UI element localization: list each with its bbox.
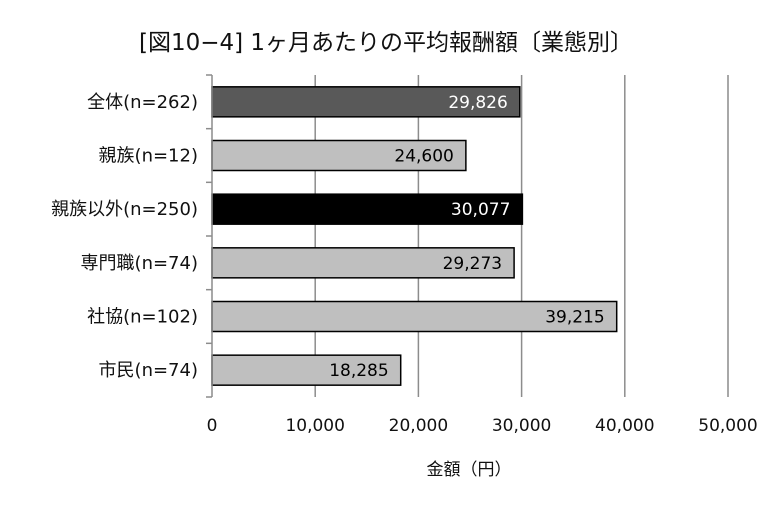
- chart-title: [図10−4] 1ヶ月あたりの平均報酬額〔業態別〕: [139, 30, 633, 56]
- category-label: 専門職(n=74): [81, 253, 198, 274]
- category-label: 親族以外(n=250): [51, 199, 198, 220]
- x-tick-label: 10,000: [285, 416, 344, 436]
- bar: [211, 86, 521, 118]
- bar: [211, 354, 402, 386]
- x-tick-label: 20,000: [389, 416, 448, 436]
- category-label: 市民(n=74): [99, 360, 198, 381]
- bar: [211, 300, 618, 333]
- category-labels: 全体(n=262) 親族(n=12) 親族以外(n=250) 専門職(n=74) 社協(…: [51, 92, 198, 381]
- data-label: 24,600: [394, 147, 453, 167]
- x-tick-label: 50,000: [698, 416, 757, 436]
- x-tick-labels: 0 10,000 20,000 30,000 40,000 50,000: [207, 416, 758, 436]
- data-label: 30,077: [451, 200, 510, 220]
- category-label: 社協(n=102): [87, 307, 198, 328]
- data-label: 29,826: [448, 93, 507, 113]
- data-label: 29,273: [443, 254, 502, 274]
- data-label: 39,215: [545, 308, 604, 328]
- bars-group: 29,826 24,600 30,077 29,273 39,215 18,285: [211, 86, 618, 386]
- bar: [211, 247, 515, 279]
- x-axis-title: 金額（円）: [427, 460, 512, 480]
- bar: [211, 139, 467, 172]
- x-tick-label: 30,000: [492, 416, 551, 436]
- data-label: 18,285: [329, 361, 388, 381]
- category-label: 親族(n=12): [99, 146, 198, 167]
- gridlines: [206, 74, 729, 398]
- bar: [211, 193, 524, 225]
- x-tick-label: 40,000: [595, 416, 654, 436]
- x-tick-label: 0: [207, 416, 218, 436]
- category-label: 全体(n=262): [87, 92, 198, 113]
